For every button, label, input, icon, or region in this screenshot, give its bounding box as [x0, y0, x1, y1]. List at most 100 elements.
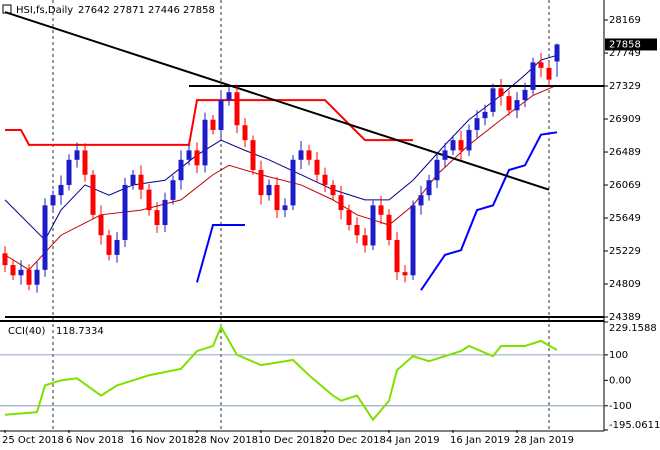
candle-body [242, 125, 248, 141]
candle-body [426, 180, 432, 196]
y-tick-label: 25229 [609, 246, 641, 257]
x-tick-label: 4 Jan 2019 [386, 435, 440, 446]
candle-body [474, 118, 480, 130]
x-tick-label: 25 Oct 2018 [2, 435, 64, 446]
x-tick-label: 28 Nov 2018 [194, 435, 258, 446]
candle-body [258, 170, 264, 196]
y-tick-label: 26489 [609, 147, 641, 158]
candle-body [434, 159, 440, 181]
candle-body [354, 225, 360, 236]
candle-body [442, 150, 448, 160]
candle-body [306, 150, 312, 160]
y-tick-label: 26909 [609, 114, 641, 125]
indicator-value: 118.7334 [56, 326, 104, 337]
candle-body [2, 253, 8, 266]
overlay-line [5, 99, 413, 146]
candle-body [402, 272, 408, 276]
candle-body [194, 150, 200, 166]
candle-body [106, 235, 112, 255]
candle-body [34, 269, 40, 285]
candle-body [498, 88, 504, 97]
candle-body [274, 184, 280, 211]
candle-body [410, 205, 416, 276]
candle-body [546, 67, 552, 80]
y-tick-label: 24809 [609, 279, 641, 290]
candle-body [370, 205, 376, 246]
indicator-tick-label: -195.0611 [609, 420, 660, 431]
candle-body [122, 184, 128, 240]
overlay-line [420, 131, 558, 291]
candle-body [378, 205, 384, 215]
candle-body [210, 119, 216, 130]
y-tick-label: 27329 [609, 81, 641, 92]
indicator-name: CCI(40) [8, 326, 46, 337]
candle-body [18, 269, 24, 276]
y-tick-label: 26069 [609, 180, 641, 191]
candle-body [330, 184, 336, 196]
x-tick-label: 16 Jan 2019 [450, 435, 510, 446]
candle-body [554, 44, 560, 62]
indicator-line [4, 324, 558, 422]
candle-body [362, 235, 368, 246]
chart-title: HSI,fs,Daily [16, 5, 73, 16]
indicator-tick-label: 100 [609, 350, 628, 361]
candle-body [538, 62, 544, 68]
y-tick-label: 28169 [609, 15, 641, 26]
candle-body [290, 159, 296, 206]
candle-body [298, 150, 304, 160]
candle-body [346, 210, 352, 226]
candle-body [202, 119, 208, 166]
candle-body [114, 239, 120, 255]
candle-body [282, 205, 288, 211]
current-price-label: 27858 [609, 39, 641, 50]
indicator-tick-label: -100 [609, 401, 632, 412]
candle-body [466, 129, 472, 151]
candle-body [338, 195, 344, 211]
candle-body [58, 184, 64, 196]
candle-body [490, 88, 496, 112]
x-tick-label: 28 Jan 2019 [514, 435, 574, 446]
candle-body [218, 100, 224, 130]
candle-body [522, 89, 528, 101]
candle-body [314, 159, 320, 175]
candle-body [250, 140, 256, 171]
ohlc-low: 27446 [148, 5, 180, 16]
candle-body [146, 189, 152, 211]
candle-body [530, 62, 536, 90]
candle-body [418, 195, 424, 206]
indicator-tick-label: 229.1588 [609, 323, 657, 334]
candle-body [50, 195, 56, 206]
candle-body [82, 150, 88, 175]
ohlc-close: 27858 [183, 5, 215, 16]
candle-body [162, 199, 168, 226]
indicator-tick-label: 0.00 [609, 375, 631, 386]
candle-body [178, 159, 184, 181]
candle-body [394, 239, 400, 273]
x-tick-label: 6 Nov 2018 [66, 435, 124, 446]
candle-body [186, 150, 192, 160]
y-tick-label: 25649 [609, 213, 641, 224]
candle-body [26, 269, 32, 285]
candle-body [42, 205, 48, 270]
candle-body [386, 214, 392, 240]
candle-body [98, 214, 104, 236]
candle-body [234, 92, 240, 126]
x-tick-label: 10 Dec 2018 [258, 435, 322, 446]
candle-body [482, 111, 488, 119]
ohlc-high: 27871 [113, 5, 145, 16]
overlay-line [4, 11, 550, 191]
candle-body [74, 150, 80, 160]
candle-body [170, 180, 176, 200]
candle-body [154, 210, 160, 226]
candle-body [514, 100, 520, 111]
overlay-line [196, 224, 245, 283]
candle-body [66, 159, 72, 185]
candle-body [90, 174, 96, 215]
candle-body [138, 174, 144, 190]
candle-body [226, 92, 232, 101]
candle-body [266, 184, 272, 196]
candle-body [450, 140, 456, 151]
ohlc-open: 27642 [78, 5, 110, 16]
candle-body [458, 140, 464, 151]
